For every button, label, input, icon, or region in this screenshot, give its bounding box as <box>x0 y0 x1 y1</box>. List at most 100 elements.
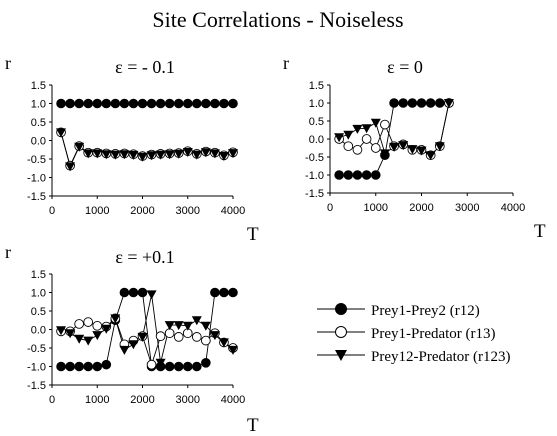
data-point-r123 <box>182 321 193 331</box>
data-point-r13 <box>380 119 390 130</box>
legend-marker-open-circle <box>335 326 347 338</box>
data-point-r123 <box>110 150 121 160</box>
data-point-r123 <box>398 141 409 151</box>
data-point-r12 <box>343 170 354 180</box>
data-point-r123 <box>343 130 354 140</box>
data-point-r123 <box>65 329 76 339</box>
data-point-r12 <box>201 357 211 368</box>
data-point-r12 <box>352 170 363 180</box>
data-point-r12 <box>210 98 220 109</box>
legend-label: Prey1-Predator (r13) <box>371 326 496 342</box>
data-point-r12 <box>182 361 193 372</box>
data-point-r123 <box>92 149 103 159</box>
x-tick-label: 0 <box>327 202 333 214</box>
data-point-r12 <box>434 98 445 108</box>
data-point-r13 <box>146 359 157 370</box>
x-tick-label: 3000 <box>455 202 479 214</box>
data-point-r123 <box>83 149 94 159</box>
legend-item-r13: Prey1-Predator (r13) <box>317 326 496 342</box>
data-point-r123 <box>443 99 454 108</box>
y-tick-label: 1.5 <box>309 80 324 92</box>
x-tick-label: 4000 <box>221 205 245 217</box>
data-point-r12 <box>137 287 148 298</box>
data-point-r123 <box>334 133 345 143</box>
data-point-r13 <box>343 141 354 152</box>
data-point-r123 <box>164 150 175 160</box>
data-point-r12 <box>228 98 238 109</box>
data-point-r123 <box>218 338 229 348</box>
data-point-r13 <box>201 335 211 346</box>
series-lines <box>338 102 450 176</box>
x-axis-label: T <box>247 224 259 245</box>
data-point-r12 <box>56 98 66 109</box>
series-markers <box>56 287 238 372</box>
data-point-r123 <box>370 118 381 128</box>
data-point-r13 <box>352 144 363 155</box>
y-tick-label: 0.5 <box>31 306 46 318</box>
x-tick-label: 2000 <box>130 205 154 217</box>
data-point-r12 <box>334 170 344 180</box>
data-point-r12 <box>137 98 148 109</box>
y-tick-label: 0.0 <box>31 325 46 337</box>
data-point-r12 <box>416 98 427 108</box>
y-tick-label: -1.0 <box>27 362 46 374</box>
data-point-r123 <box>379 149 390 159</box>
data-point-r123 <box>137 332 148 342</box>
y-tick-label: 1.0 <box>31 99 46 111</box>
panel-title: ε = 0 <box>387 57 423 77</box>
x-tick-label: 3000 <box>176 394 200 406</box>
data-point-r13 <box>191 332 202 342</box>
data-point-r13 <box>155 331 166 342</box>
data-point-r12 <box>389 98 399 108</box>
data-point-r12 <box>83 361 93 372</box>
x-axis-label: T <box>247 415 259 436</box>
y-tick-label: -1.5 <box>27 380 46 392</box>
data-point-r12 <box>128 287 139 298</box>
data-point-r123 <box>228 149 238 159</box>
x-tick-label: 3000 <box>176 205 200 217</box>
data-point-r123 <box>65 162 76 172</box>
data-point-r12 <box>219 98 229 109</box>
data-point-r123 <box>200 148 211 158</box>
y-tick-label: -1.0 <box>305 170 324 182</box>
data-point-r123 <box>191 316 202 326</box>
data-point-r12 <box>92 98 103 109</box>
y-tick-label: 1.0 <box>309 98 324 110</box>
data-point-r12 <box>173 361 184 372</box>
data-point-r123 <box>74 142 85 152</box>
data-point-r12 <box>361 170 372 180</box>
data-point-r12 <box>201 98 211 109</box>
data-point-r12 <box>65 98 75 109</box>
panel-title: ε = +0.1 <box>115 247 174 267</box>
data-point-r12 <box>219 287 229 298</box>
data-point-r123 <box>361 124 372 134</box>
x-tick-label: 2000 <box>409 202 433 214</box>
legend-item-r12: Prey1-Prey2 (r12) <box>317 303 480 319</box>
data-point-r123 <box>92 331 103 341</box>
data-point-r123 <box>101 150 112 160</box>
y-axis-label: r <box>283 53 289 73</box>
y-tick-label: 0.0 <box>31 136 46 148</box>
data-point-r123 <box>155 358 166 368</box>
x-axis-label: T <box>534 221 546 242</box>
series-line-filled-circle <box>339 102 449 176</box>
data-point-r123 <box>228 345 238 355</box>
data-point-r12 <box>210 287 220 298</box>
data-point-r123 <box>101 324 112 334</box>
legend-marker-filled-triangle <box>335 350 347 361</box>
data-point-r123 <box>416 146 427 156</box>
x-tick-label: 0 <box>49 394 55 406</box>
data-point-r123 <box>218 152 229 161</box>
data-point-r13 <box>83 317 94 327</box>
data-point-r12 <box>83 98 93 109</box>
data-point-r12 <box>92 361 103 372</box>
x-tick-label: 1000 <box>85 205 109 217</box>
data-point-r12 <box>101 359 112 370</box>
y-tick-label: -0.5 <box>27 154 46 166</box>
chart-panel-epsilon-minus: ε = - 0.1 r T 1.5 1.0 0.5 0.0 -0.5 -1.0 -1.50 1… <box>5 53 259 245</box>
data-point-r123 <box>128 340 139 350</box>
data-point-r12 <box>74 361 84 372</box>
data-point-r13 <box>173 332 184 342</box>
y-tick-label: 1.5 <box>31 80 46 92</box>
